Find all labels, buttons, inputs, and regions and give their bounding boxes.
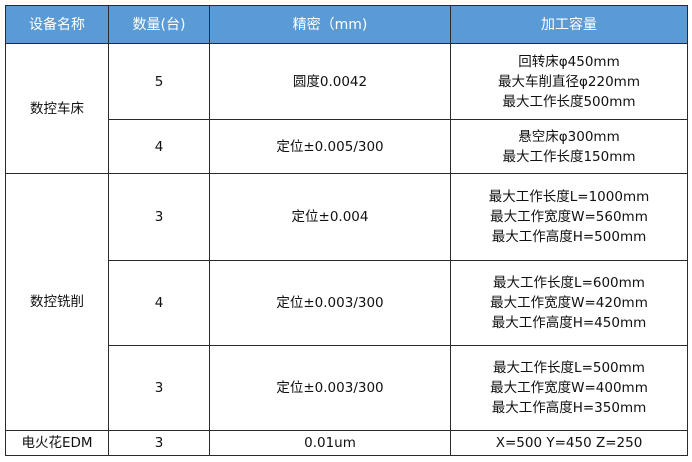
capacity-line: 最大工作高度H=500mm [451,227,687,247]
quantity-cell: 3 [109,174,210,261]
table-row: 4定位±0.003/300最大工作长度L=600mm最大工作宽度W=420mm最… [6,261,688,346]
header-capacity: 加工容量 [451,6,688,44]
quantity-cell: 3 [109,346,210,431]
capacity-cell: X=500 Y=450 Z=250 [451,431,688,456]
quantity-cell: 4 [109,261,210,346]
capacity-cell: 悬空床φ300mm最大工作长度150mm [451,120,688,174]
precision-cell: 定位±0.003/300 [210,346,451,431]
capacity-line: 最大工作长度500mm [451,92,687,112]
capacity-cell: 最大工作长度L=500mm最大工作宽度W=400mm最大工作高度H=350mm [451,346,688,431]
precision-cell: 圆度0.0042 [210,44,451,120]
table-row: 数控铣削3定位±0.004最大工作长度L=1000mm最大工作宽度W=560mm… [6,174,688,261]
capacity-line: 最大工作长度L=600mm [451,273,687,293]
equipment-name: 数控铣削 [6,174,109,431]
capacity-line: 最大工作宽度W=560mm [451,207,687,227]
capacity-line: 最大工作长度L=500mm [451,358,687,378]
header-precision: 精密（mm) [210,6,451,44]
equipment-name: 数控车床 [6,44,109,174]
capacity-cell: 最大工作长度L=600mm最大工作宽度W=420mm最大工作高度H=450mm [451,261,688,346]
capacity-line: 最大工作高度H=350mm [451,398,687,418]
precision-cell: 定位±0.005/300 [210,120,451,174]
table-row: 电火花EDM30.01umX=500 Y=450 Z=250 [6,431,688,456]
precision-cell: 0.01um [210,431,451,456]
capacity-line: 悬空床φ300mm [451,127,687,147]
capacity-line: 最大工作长度150mm [451,147,687,167]
quantity-cell: 5 [109,44,210,120]
header-row: 设备名称 数量(台) 精密（mm) 加工容量 [6,6,688,44]
quantity-cell: 4 [109,120,210,174]
equipment-name: 电火花EDM [6,431,109,456]
capacity-line: 最大车削直径φ220mm [451,72,687,92]
table-row: 3定位±0.003/300最大工作长度L=500mm最大工作宽度W=400mm最… [6,346,688,431]
capacity-line: 最大工作高度H=450mm [451,313,687,333]
header-equipment-name: 设备名称 [6,6,109,44]
capacity-line: 最大工作宽度W=420mm [451,293,687,313]
capacity-line: 最大工作长度L=1000mm [451,187,687,207]
table-row: 数控车床5圆度0.0042回转床φ450mm最大车削直径φ220mm最大工作长度… [6,44,688,120]
capacity-cell: 最大工作长度L=1000mm最大工作宽度W=560mm最大工作高度H=500mm [451,174,688,261]
capacity-line: 回转床φ450mm [451,52,687,72]
equipment-table: 设备名称 数量(台) 精密（mm) 加工容量 数控车床5圆度0.0042回转床φ… [5,5,688,456]
table-row: 4定位±0.005/300悬空床φ300mm最大工作长度150mm [6,120,688,174]
precision-cell: 定位±0.004 [210,174,451,261]
quantity-cell: 3 [109,431,210,456]
capacity-line: X=500 Y=450 Z=250 [451,433,687,453]
capacity-line: 最大工作宽度W=400mm [451,378,687,398]
capacity-cell: 回转床φ450mm最大车削直径φ220mm最大工作长度500mm [451,44,688,120]
header-quantity: 数量(台) [109,6,210,44]
precision-cell: 定位±0.003/300 [210,261,451,346]
